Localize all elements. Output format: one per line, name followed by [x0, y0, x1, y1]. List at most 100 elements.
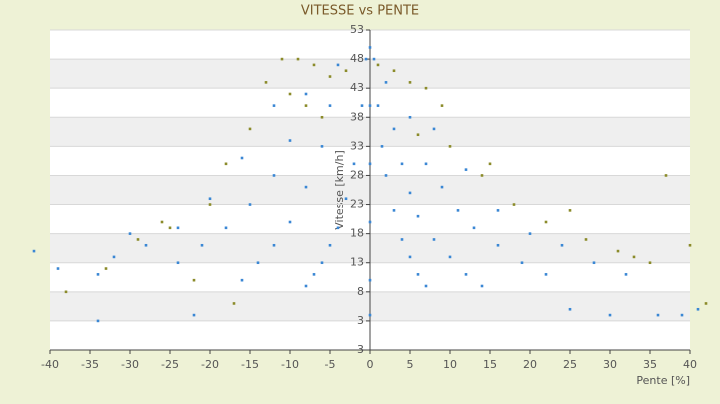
scatter-point [288, 92, 292, 96]
scatter-point [56, 267, 60, 270]
scatter-point [288, 220, 292, 224]
scatter-point [376, 104, 380, 107]
x-tick-label: -15 [241, 358, 259, 371]
scatter-point [304, 104, 308, 107]
scatter-point [408, 81, 412, 84]
scatter-point [440, 104, 444, 107]
scatter-point [680, 313, 684, 317]
scatter-point [424, 86, 428, 90]
scatter-point [320, 261, 324, 265]
scatter-point [328, 243, 332, 247]
scatter-point [192, 278, 196, 282]
scatter-point [688, 243, 692, 247]
scatter-point [264, 81, 268, 84]
scatter-point [352, 162, 356, 166]
scatter-point [376, 63, 380, 67]
scatter-point [512, 203, 516, 206]
scatter-point [96, 319, 100, 323]
scatter-point [240, 278, 244, 282]
chart-title: VITESSE vs PENTE [301, 4, 419, 19]
y-tick-label: 13 [350, 256, 364, 269]
scatter-point [368, 162, 372, 166]
scatter-point [272, 104, 276, 107]
scatter-point [304, 92, 308, 96]
scatter-point [280, 57, 284, 61]
scatter-point [248, 127, 252, 131]
scatter-point [304, 185, 308, 189]
scatter-point [544, 273, 548, 276]
scatter-point [456, 209, 460, 212]
scatter-point [144, 243, 148, 247]
scatter-point [392, 209, 396, 212]
scatter-point [360, 104, 364, 107]
x-tick-label: 0 [367, 358, 374, 371]
x-tick-label: -5 [325, 358, 336, 371]
scatter-point [232, 302, 236, 305]
x-tick-label: -40 [41, 358, 59, 371]
scatter-point [368, 313, 372, 317]
y-tick-label: 38 [350, 110, 364, 123]
scatter-point [464, 273, 468, 276]
scatter-point [368, 278, 372, 282]
scatter-point [664, 174, 668, 177]
scatter-point [432, 127, 436, 131]
x-axis-title: Pente [%] [636, 374, 690, 387]
scatter-point [224, 162, 228, 166]
scatter-point [328, 75, 332, 78]
scatter-point [392, 69, 396, 73]
scatter-point [372, 57, 376, 61]
scatter-point [400, 238, 404, 241]
scatter-point [568, 209, 572, 212]
scatter-point [608, 313, 612, 317]
scatter-point [200, 243, 204, 247]
scatter-point [488, 162, 492, 166]
scatter-point [384, 81, 388, 84]
scatter-point [408, 191, 412, 195]
scatter-point [480, 174, 484, 177]
x-tick-label: 35 [643, 358, 657, 371]
scatter-point [248, 203, 252, 206]
x-tick-label: 40 [683, 358, 697, 371]
scatter-point [136, 238, 140, 241]
scatter-point [272, 243, 276, 247]
scatter-point [176, 261, 180, 265]
scatter-point [568, 307, 572, 311]
scatter-point [656, 313, 660, 317]
scatter-point [304, 284, 308, 288]
scatter-point [380, 145, 384, 148]
x-tick-label: -10 [281, 358, 299, 371]
scatter-point [448, 145, 452, 148]
scatter-point [520, 261, 524, 265]
y-tick-label: 43 [350, 81, 364, 94]
scatter-point [416, 133, 420, 137]
scatter-point [256, 261, 260, 265]
scatter-point [112, 255, 116, 259]
scatter-point [240, 156, 244, 160]
scatter-point [648, 261, 652, 265]
scatter-point [328, 104, 332, 107]
x-tick-label: 5 [407, 358, 414, 371]
scatter-point [496, 243, 500, 247]
y-axis-title: Vitesse [km/h] [333, 150, 346, 230]
y-tick-label: 48 [350, 52, 364, 65]
scatter-point [336, 226, 340, 230]
scatter-point [176, 226, 180, 230]
scatter-point [632, 255, 636, 259]
scatter-point [440, 185, 444, 189]
scatter-point [424, 284, 428, 288]
scatter-point [616, 249, 620, 253]
scatter-point [416, 214, 420, 218]
x-tick-label: 25 [563, 358, 577, 371]
scatter-point [464, 168, 468, 171]
scatter-point [272, 174, 276, 177]
scatter-point [368, 220, 372, 224]
scatter-point [392, 127, 396, 131]
scatter-point [368, 104, 372, 107]
scatter-point [584, 238, 588, 241]
y-tick-label: 23 [350, 198, 364, 211]
scatter-point [104, 267, 108, 270]
scatter-point [704, 302, 708, 305]
scatter-point [480, 284, 484, 288]
scatter-point [400, 162, 404, 166]
